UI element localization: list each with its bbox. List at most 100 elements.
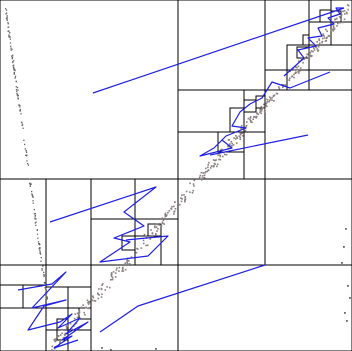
data-point [164,215,167,217]
data-point [23,139,25,141]
data-point [218,158,220,161]
data-point [13,72,15,74]
data-point [294,72,296,74]
data-point [97,292,99,295]
data-point [251,121,253,124]
data-point [61,332,63,334]
data-point [8,30,10,32]
data-point [111,278,114,281]
data-point [208,161,210,164]
data-point [345,11,348,14]
data-point [217,154,219,156]
data-point [322,33,324,35]
data-point [250,120,252,122]
data-point [309,51,311,54]
data-point [219,155,222,158]
data-point [256,112,258,114]
data-point [257,113,260,116]
data-point [250,121,252,123]
data-point [98,288,100,290]
data-point [275,92,278,95]
data-point [325,37,328,39]
data-point [265,102,268,105]
data-point [212,159,215,161]
data-point [262,103,265,106]
data-point [185,190,188,193]
data-point [98,294,100,296]
data-point [114,276,117,278]
data-point [111,276,114,279]
data-point [174,201,176,204]
data-point [101,284,103,286]
data-point [301,57,304,59]
data-point [330,28,333,31]
data-point [33,213,36,215]
data-point [111,273,113,275]
data-point [37,237,39,239]
data-point [298,70,301,72]
data-point [312,50,314,53]
data-point [282,86,284,89]
data-point [45,290,47,292]
data-point [65,325,68,327]
data-point [44,287,46,289]
data-point [151,235,154,237]
data-point [61,328,63,331]
data-point [282,84,285,86]
data-point [183,194,185,196]
data-point [34,218,36,220]
data-point [322,37,324,40]
data-point [311,55,313,57]
data-point [16,94,18,96]
data-point [346,320,348,322]
data-point [57,335,60,337]
data-point [19,106,21,108]
data-point [278,86,280,88]
traversal-segment [209,134,309,156]
data-point [100,296,103,298]
data-point [25,154,27,156]
data-point [8,34,10,36]
data-point [17,94,19,97]
data-point [110,349,112,351]
data-point [56,335,59,338]
data-point [6,15,8,17]
data-point [122,266,124,269]
data-point [227,139,230,141]
data-point [210,167,212,169]
data-point [14,68,16,70]
data-point [69,322,72,325]
data-point [77,313,80,315]
data-point [126,262,129,264]
data-point [170,208,173,210]
data-point [204,171,207,173]
data-point [164,217,166,220]
data-point [303,58,305,60]
data-point [261,107,263,110]
data-point [201,178,203,181]
data-point [263,108,266,111]
data-point [189,191,191,193]
data-point [110,272,113,274]
quadtree-cell [308,44,352,71]
data-point [39,249,41,251]
data-point [344,312,346,314]
data-point [222,155,224,158]
data-point [43,281,45,284]
data-point [171,205,173,208]
data-point [101,293,103,295]
data-point [308,55,311,58]
data-point [43,273,45,276]
data-point [154,226,156,229]
data-point [260,105,263,108]
data-point [160,225,163,227]
data-point [201,177,203,179]
data-point [304,57,306,59]
data-point [293,69,296,71]
data-point [66,327,68,330]
data-point [240,132,243,135]
data-point [184,198,187,200]
data-point [53,338,55,341]
data-point [244,129,247,132]
data-point [340,14,343,16]
